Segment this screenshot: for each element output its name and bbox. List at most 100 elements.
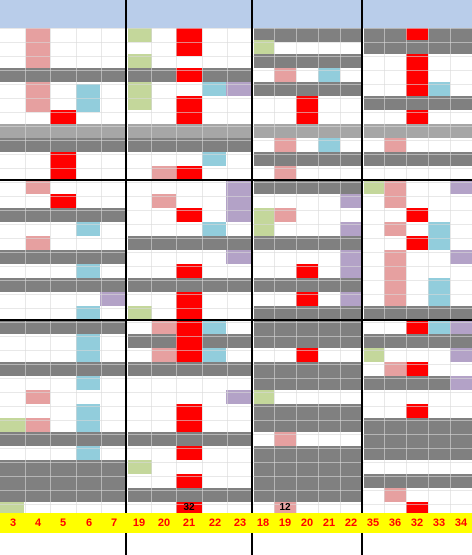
cell-fill [254, 28, 362, 42]
cell-fill [296, 264, 318, 278]
gridline [0, 196, 472, 197]
gridline [0, 294, 472, 295]
cell-fill [318, 68, 340, 82]
panel-divider [125, 0, 127, 555]
cell-fill [406, 502, 428, 516]
footer-number: 22 [202, 513, 228, 533]
gridline [0, 448, 472, 449]
cell-fill [0, 138, 126, 152]
cell-fill [0, 502, 24, 516]
cell-fill [50, 110, 76, 124]
panel-divider [251, 0, 253, 555]
gridline [296, 28, 297, 513]
cell-fill [318, 138, 340, 152]
cell-fill [176, 306, 202, 320]
cell-fill [128, 28, 152, 42]
cell-fill [340, 292, 362, 306]
cell-fill [128, 278, 252, 292]
gridline [76, 28, 77, 513]
cell-fill [254, 404, 362, 432]
gridline [0, 112, 472, 113]
cell-fill [176, 166, 202, 180]
cell-fill [364, 180, 384, 194]
panel-header-top [252, 0, 362, 14]
cell-fill [364, 306, 472, 320]
cell-fill [364, 348, 384, 362]
gridline [0, 308, 472, 309]
cell-fill [0, 320, 126, 334]
cell-fill [76, 306, 100, 320]
cell-fill [384, 362, 406, 376]
cell-fill [152, 194, 176, 208]
cell-fill [254, 306, 362, 320]
cell-fill [254, 278, 362, 292]
cell-fill [428, 222, 450, 250]
cell-fill [0, 460, 126, 502]
cell-fill [406, 362, 428, 376]
gridline [0, 28, 472, 29]
cell-fill [364, 152, 472, 166]
gridline [0, 154, 472, 155]
panel-header-sub [362, 14, 472, 28]
cell-fill [364, 124, 472, 138]
cell-fill [128, 54, 152, 68]
footer-number: 22 [340, 513, 362, 533]
cell-fill [254, 82, 362, 96]
cell-fill [128, 306, 152, 320]
cell-fill [176, 208, 202, 222]
gridline [0, 322, 472, 323]
cell-fill [364, 376, 472, 390]
cell-fill [0, 68, 126, 82]
cell-fill [364, 40, 472, 54]
count-label: 12 [279, 502, 291, 513]
gridline [0, 462, 472, 463]
cell-fill [254, 446, 362, 474]
cell-fill [76, 404, 100, 432]
cell-fill [0, 124, 126, 138]
gridline [0, 168, 472, 169]
cell-fill [450, 180, 472, 194]
cell-fill [450, 376, 472, 390]
cell-fill [176, 446, 202, 460]
cell-fill [450, 250, 472, 264]
cell-fill [226, 82, 252, 96]
footer-number: 32 [406, 513, 428, 533]
footer-number: 21 [176, 513, 202, 533]
gridline [0, 224, 472, 225]
cell-fill [26, 236, 50, 250]
cell-fill [450, 348, 472, 362]
cell-fill [254, 124, 362, 138]
cell-fill [406, 320, 428, 334]
cell-fill [50, 194, 76, 208]
cell-fill [226, 250, 252, 264]
cell-fill [202, 320, 226, 334]
cell-fill [226, 390, 252, 404]
cell-fill [176, 96, 202, 110]
cell-fill [128, 124, 252, 138]
footer-number: 6 [76, 513, 102, 533]
cell-fill [176, 474, 202, 488]
cell-fill [128, 138, 252, 152]
cell-fill [202, 82, 226, 96]
gridline [0, 140, 472, 141]
cell-fill [274, 432, 296, 446]
footer-number: 35 [362, 513, 384, 533]
gridline [0, 42, 472, 43]
cell-fill [406, 236, 428, 250]
cell-fill [50, 152, 76, 180]
cell-fill [364, 418, 472, 446]
cell-fill [254, 152, 362, 166]
count-label: 32 [183, 502, 195, 513]
cell-fill [128, 362, 252, 376]
cell-fill [0, 362, 126, 376]
cell-fill [274, 68, 296, 82]
cell-fill [364, 96, 472, 110]
cell-fill [152, 320, 176, 334]
gridline [0, 406, 472, 407]
cell-fill [100, 292, 126, 306]
cell-fill [296, 96, 318, 124]
cell-fill [384, 488, 406, 502]
cell-fill [176, 502, 202, 516]
gridline [0, 420, 472, 421]
footer-number: 18 [252, 513, 274, 533]
